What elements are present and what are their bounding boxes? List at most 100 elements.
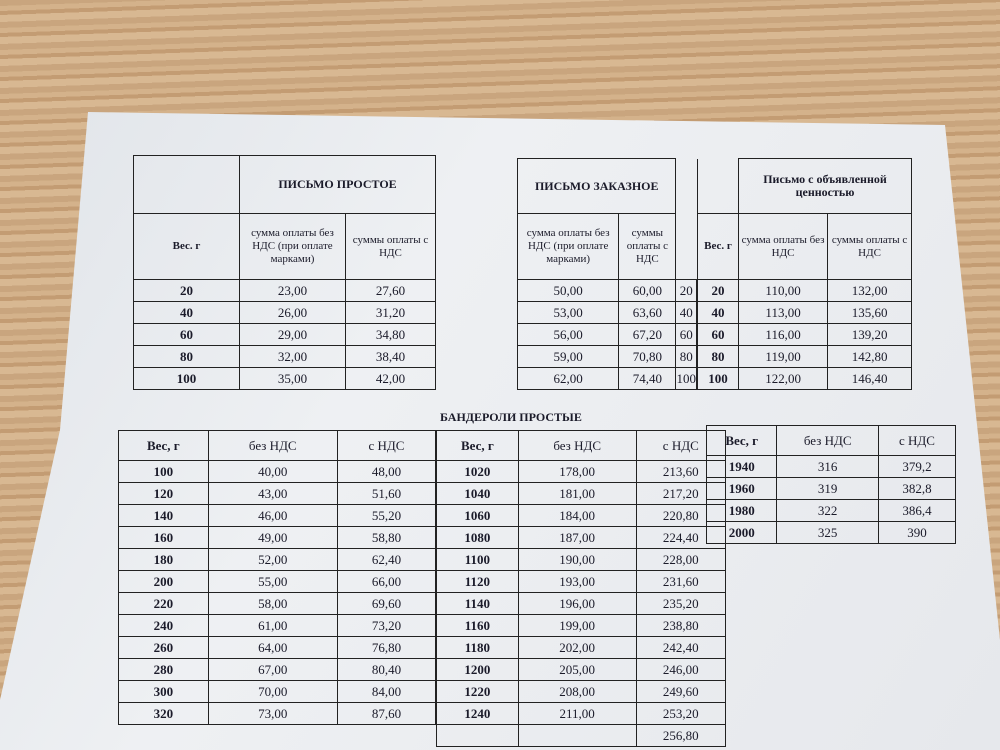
table-cell: 84,00: [336, 680, 437, 703]
table-cell: 51,60: [336, 482, 437, 505]
table-row: 140 46,00 55,20: [118, 504, 437, 527]
table-cell: 181,00: [517, 482, 637, 505]
table-cell: 80,40: [336, 658, 437, 681]
table-row: 100 40,00 48,00: [118, 460, 437, 483]
registered-letter-title: ПИСЬМО ЗАКАЗНОЕ: [516, 158, 677, 214]
table-row: 220 58,00 69,60: [118, 592, 437, 615]
table-row: 300 70,00 84,00: [118, 680, 437, 703]
table-row: 180 52,00 62,40: [118, 548, 437, 571]
table-cell: 379,2: [877, 455, 957, 478]
table-row: 1160 199,00 238,80: [436, 614, 727, 637]
table-cell: 322: [776, 499, 879, 522]
parcels-table-1: Вес, г без НДС с НДС 100 40,00 48,00 120 43,00 5…: [118, 430, 437, 725]
header-col-no_vat: без НДС: [207, 430, 338, 461]
table-cell: 42,00: [345, 367, 436, 390]
table-cell: 246,00: [635, 658, 727, 681]
table-row: 100 35,00 42,00: [133, 367, 436, 390]
table-cell: 60: [697, 323, 739, 346]
table-row: 1200 205,00 246,00: [436, 658, 727, 681]
declared-value-title: Письмо с объявленной ценностью: [738, 158, 912, 214]
table-cell: 74,40: [618, 367, 677, 390]
table-cell: 325: [776, 521, 879, 544]
table-cell: 220,80: [635, 504, 727, 527]
table-cell: 1120: [436, 570, 519, 593]
table-cell: [517, 724, 637, 747]
table-row: 1140 196,00 235,20: [436, 592, 727, 615]
table-cell: 60: [675, 323, 697, 346]
table-row: 1980 322 386,4: [705, 499, 957, 522]
table-cell: 1080: [436, 526, 519, 549]
header-col-no_vat: без НДС: [776, 425, 879, 456]
table-cell: 76,80: [336, 636, 437, 659]
header-col-vat: с НДС: [877, 425, 957, 456]
table-cell: 1960: [705, 477, 778, 500]
table-row: 256,80: [436, 724, 727, 747]
table-cell: 62,00: [516, 367, 620, 390]
table-row: 1180 202,00 242,40: [436, 636, 727, 659]
parcels-table-2: Вес, г без НДС с НДС 1020 178,00 213,60 1040 18…: [436, 430, 727, 747]
table-cell: 27,60: [345, 279, 436, 302]
header-col-weight: Вес, г: [705, 425, 778, 456]
table-cell: 1940: [705, 455, 778, 478]
table-cell: 139,20: [827, 323, 912, 346]
table-cell: 52,00: [207, 548, 338, 571]
table-cell: 220: [118, 592, 209, 615]
table-row: 1240 211,00 253,20: [436, 702, 727, 725]
table-cell: 60,00: [618, 279, 677, 302]
table-cell: 187,00: [517, 526, 637, 549]
declared-value-table: Письмо с объявленной ценностью Вес. г сум…: [697, 158, 912, 390]
parcels-title: БАНДЕРОЛИ ПРОСТЫЕ: [440, 410, 582, 424]
table-cell: 1040: [436, 482, 519, 505]
table-cell: 238,80: [635, 614, 727, 637]
table-cell: [436, 724, 519, 747]
table-cell: 132,00: [827, 279, 912, 302]
table-cell: 38,40: [345, 345, 436, 368]
table-cell: 70,80: [618, 345, 677, 368]
table-cell: 62,40: [336, 548, 437, 571]
table-cell: 224,40: [635, 526, 727, 549]
table-cell: 20: [697, 279, 739, 302]
header-col-weight: Вес, г: [118, 430, 209, 461]
simple-letter-title: ПИСЬМО ПРОСТОЕ: [239, 155, 436, 214]
table-row: 50,00 60,00 20: [516, 279, 697, 302]
table-cell: 64,00: [207, 636, 338, 659]
table-cell: 242,40: [635, 636, 727, 659]
table-cell: 235,20: [635, 592, 727, 615]
table-cell: 142,80: [827, 345, 912, 368]
table-cell: 316: [776, 455, 879, 478]
header-col-vat: с НДС: [336, 430, 437, 461]
table-row: 60 29,00 34,80: [133, 323, 436, 346]
table-cell: 69,60: [336, 592, 437, 615]
table-cell: 256,80: [635, 724, 727, 747]
table-cell: 73,20: [336, 614, 437, 637]
col-no-vat: сумма оплаты без НДС (при оплате марками…: [516, 213, 620, 280]
table-cell: 146,40: [827, 367, 912, 390]
table-cell: 59,00: [516, 345, 620, 368]
table-cell: 40: [675, 301, 697, 324]
table-cell: 1220: [436, 680, 519, 703]
table-cell: 122,00: [737, 367, 829, 390]
table-row: 60 116,00 139,20: [697, 323, 912, 346]
table-cell: 35,00: [239, 367, 346, 390]
table-cell: 100: [118, 460, 209, 483]
table-cell: 55,00: [207, 570, 338, 593]
table-cell: 116,00: [737, 323, 829, 346]
table-cell: 58,00: [207, 592, 338, 615]
table-cell: 55,20: [336, 504, 437, 527]
table-cell: 20: [675, 279, 697, 302]
table-row: 120 43,00 51,60: [118, 482, 437, 505]
table-cell: 80: [133, 345, 240, 368]
table-cell: 100: [675, 367, 697, 390]
table-cell: 49,00: [207, 526, 338, 549]
table-cell: 249,60: [635, 680, 727, 703]
col-vat: суммы оплаты с НДС: [618, 213, 677, 280]
table-row: 1080 187,00 224,40: [436, 526, 727, 549]
table-cell: 80: [675, 345, 697, 368]
col-weight: Вес. г: [697, 213, 739, 280]
table-cell: 386,4: [877, 499, 957, 522]
table-row: 40 26,00 31,20: [133, 301, 436, 324]
table-cell: 208,00: [517, 680, 637, 703]
table-row: 200 55,00 66,00: [118, 570, 437, 593]
table-cell: 110,00: [737, 279, 829, 302]
table-row: 1060 184,00 220,80: [436, 504, 727, 527]
